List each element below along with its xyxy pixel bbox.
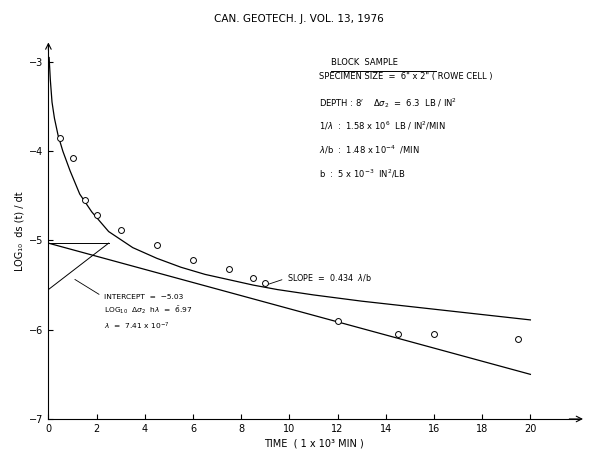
X-axis label: TIME  ( 1 x 10³ MIN ): TIME ( 1 x 10³ MIN ) — [264, 438, 364, 448]
Point — [188, 257, 198, 264]
Text: SPECIMEN SIZE  =  6" x 2" ( ROWE CELL ): SPECIMEN SIZE = 6" x 2" ( ROWE CELL ) — [319, 72, 493, 81]
Point — [429, 331, 439, 338]
Point — [333, 317, 342, 325]
Text: INTERCEPT  =  −5.03
LOG$_{10}$  $\Delta\sigma_2$  h$\lambda$  =  $\bar{6}$.97
$\: INTERCEPT = −5.03 LOG$_{10}$ $\Delta\sig… — [104, 294, 193, 332]
Point — [67, 155, 77, 162]
Text: SLOPE  =  0.434  $\lambda$/b: SLOPE = 0.434 $\lambda$/b — [287, 272, 371, 283]
Point — [513, 335, 523, 342]
Text: 1/$\lambda$  :  1.58 x 10$^6$  LB / IN$^2$/MIN: 1/$\lambda$ : 1.58 x 10$^6$ LB / IN$^2$/… — [319, 120, 447, 132]
Text: CAN. GEOTECH. J. VOL. 13, 1976: CAN. GEOTECH. J. VOL. 13, 1976 — [214, 14, 383, 24]
Point — [80, 197, 90, 204]
Text: DEPTH : 8$^\prime$    $\Delta\sigma_2$  =  6.3  LB / IN$^2$: DEPTH : 8$^\prime$ $\Delta\sigma_2$ = 6.… — [319, 96, 457, 110]
Point — [393, 331, 402, 338]
Y-axis label: LOG₁₀  ds (t) / dt: LOG₁₀ ds (t) / dt — [15, 192, 25, 271]
Point — [248, 274, 258, 282]
Point — [152, 241, 162, 249]
Point — [56, 134, 65, 142]
Text: b  :  5 x 10$^{-3}$  IN$^2$/LB: b : 5 x 10$^{-3}$ IN$^2$/LB — [319, 168, 407, 181]
Point — [260, 280, 270, 287]
Point — [92, 212, 101, 219]
Text: $\lambda$/b  :  1.48 x 10$^{-4}$  /MIN: $\lambda$/b : 1.48 x 10$^{-4}$ /MIN — [319, 144, 420, 156]
Text: BLOCK  SAMPLE: BLOCK SAMPLE — [331, 58, 398, 67]
Point — [116, 226, 125, 233]
Point — [224, 265, 234, 273]
